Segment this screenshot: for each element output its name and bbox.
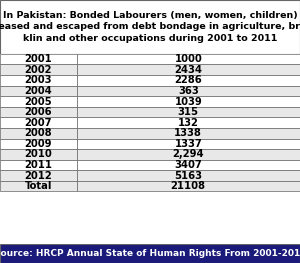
FancyBboxPatch shape	[76, 181, 300, 191]
FancyBboxPatch shape	[76, 170, 300, 181]
Text: 315: 315	[178, 107, 199, 117]
Text: 132: 132	[178, 118, 199, 128]
FancyBboxPatch shape	[76, 86, 300, 96]
Text: 1000: 1000	[174, 54, 202, 64]
Text: 2002: 2002	[25, 65, 52, 75]
FancyBboxPatch shape	[0, 181, 76, 191]
Text: 1337: 1337	[174, 139, 202, 149]
Text: 2003: 2003	[25, 75, 52, 85]
FancyBboxPatch shape	[76, 107, 300, 117]
Text: 2005: 2005	[24, 97, 52, 107]
Text: 1338: 1338	[174, 128, 202, 138]
Text: 2011: 2011	[24, 160, 52, 170]
FancyBboxPatch shape	[0, 117, 76, 128]
FancyBboxPatch shape	[76, 54, 300, 64]
Text: 3407: 3407	[174, 160, 202, 170]
Text: In Pakistan: Bonded Labourers (men, women, children)
released and escaped from d: In Pakistan: Bonded Labourers (men, wome…	[0, 11, 300, 43]
Text: 2008: 2008	[24, 128, 52, 138]
FancyBboxPatch shape	[0, 54, 76, 64]
Text: 2006: 2006	[24, 107, 52, 117]
FancyBboxPatch shape	[76, 149, 300, 160]
FancyBboxPatch shape	[0, 160, 76, 170]
FancyBboxPatch shape	[76, 96, 300, 107]
FancyBboxPatch shape	[0, 96, 76, 107]
Text: 2001: 2001	[24, 54, 52, 64]
FancyBboxPatch shape	[76, 117, 300, 128]
Text: 2286: 2286	[174, 75, 202, 85]
FancyBboxPatch shape	[0, 86, 76, 96]
FancyBboxPatch shape	[0, 149, 76, 160]
Text: 1039: 1039	[174, 97, 202, 107]
Text: Total: Total	[25, 181, 52, 191]
FancyBboxPatch shape	[76, 160, 300, 170]
FancyBboxPatch shape	[76, 64, 300, 75]
FancyBboxPatch shape	[0, 170, 76, 181]
FancyBboxPatch shape	[0, 139, 76, 149]
Text: Source: HRCP Annual State of Human Rights From 2001-2012: Source: HRCP Annual State of Human Right…	[0, 249, 300, 258]
FancyBboxPatch shape	[0, 244, 300, 263]
Text: 2007: 2007	[25, 118, 52, 128]
Text: 2434: 2434	[174, 65, 202, 75]
Text: 5163: 5163	[174, 170, 202, 180]
FancyBboxPatch shape	[76, 75, 300, 86]
Text: 2010: 2010	[24, 149, 52, 159]
Text: 2,294: 2,294	[172, 149, 204, 159]
Text: 2012: 2012	[24, 170, 52, 180]
FancyBboxPatch shape	[0, 64, 76, 75]
FancyBboxPatch shape	[0, 0, 300, 54]
FancyBboxPatch shape	[0, 107, 76, 117]
FancyBboxPatch shape	[0, 75, 76, 86]
Text: 21108: 21108	[171, 181, 206, 191]
FancyBboxPatch shape	[76, 128, 300, 139]
FancyBboxPatch shape	[76, 139, 300, 149]
Text: 363: 363	[178, 86, 199, 96]
Text: 2004: 2004	[24, 86, 52, 96]
FancyBboxPatch shape	[0, 128, 76, 139]
Text: 2009: 2009	[25, 139, 52, 149]
